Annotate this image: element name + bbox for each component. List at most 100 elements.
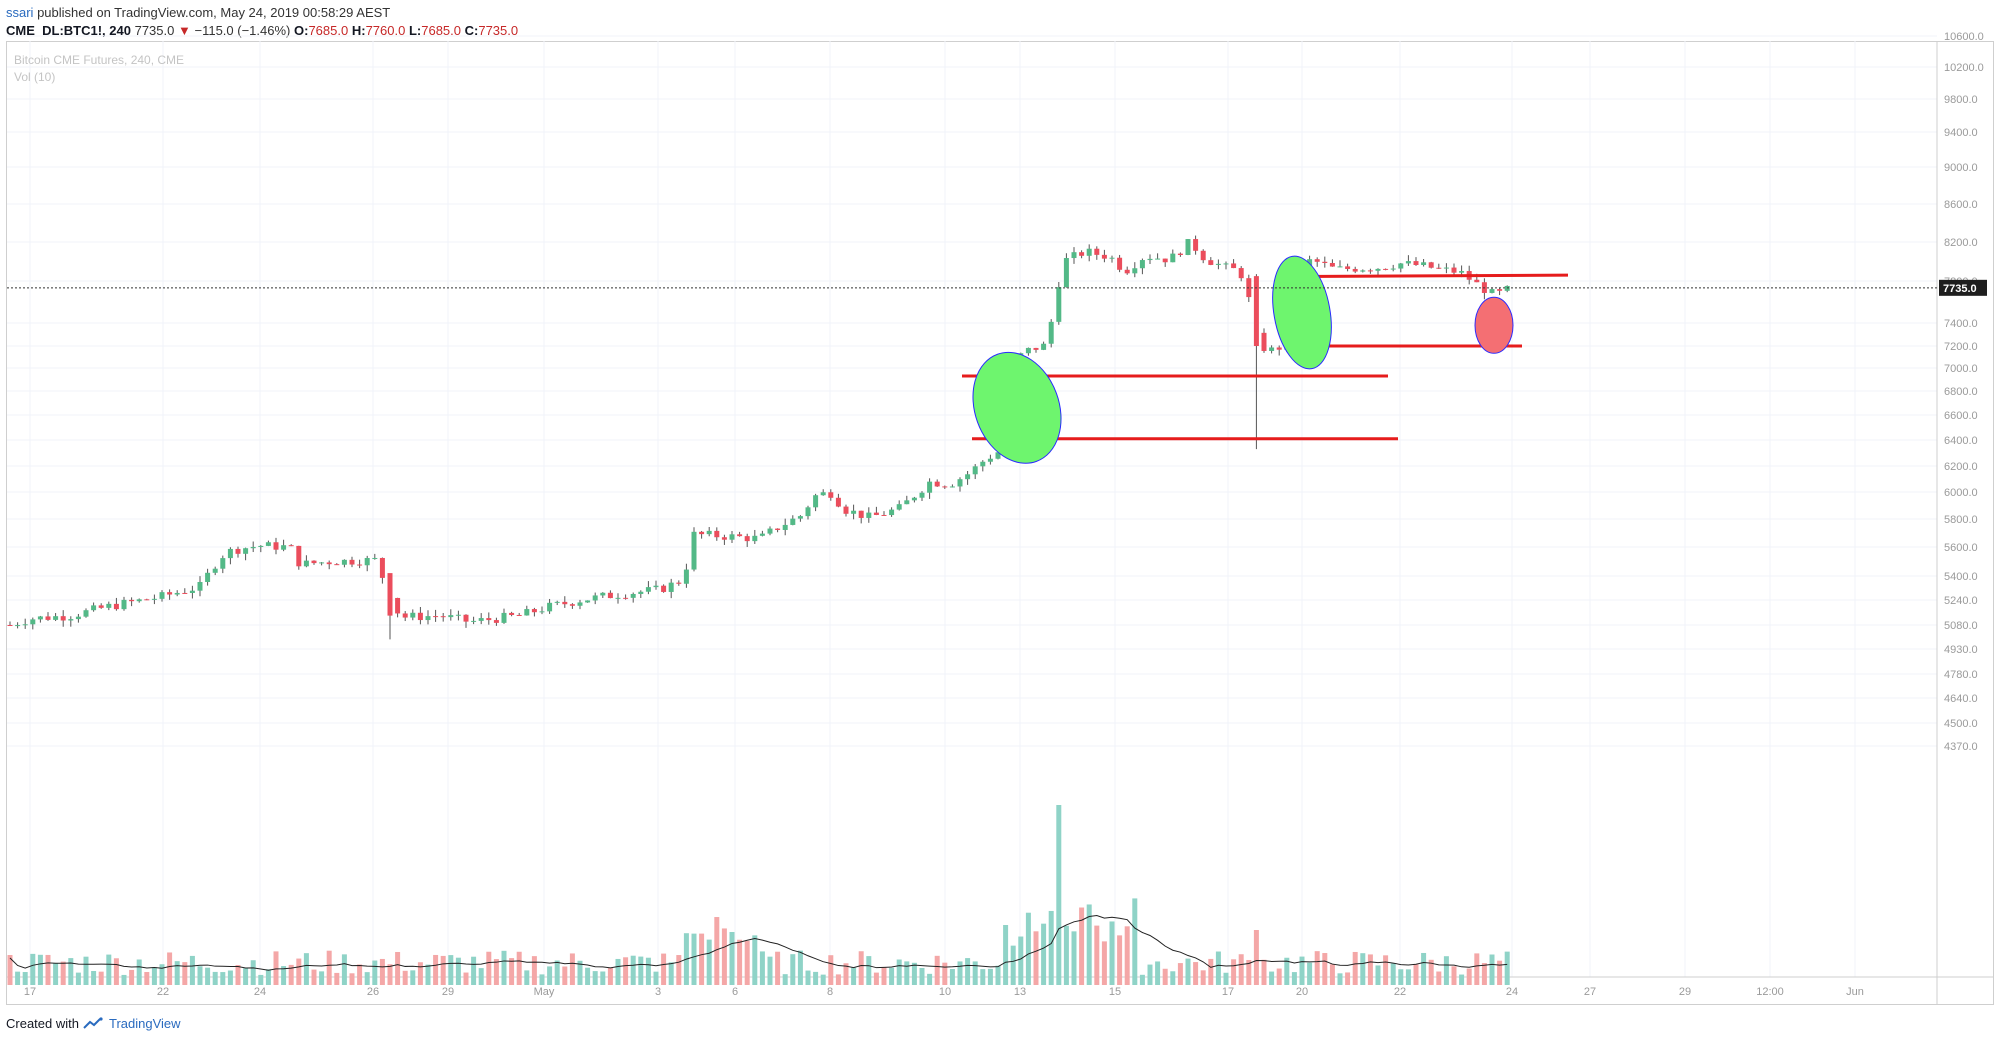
candle-body <box>1231 263 1237 269</box>
volume-bar <box>395 951 401 985</box>
candle-body <box>440 616 446 618</box>
volume-bar <box>668 962 674 985</box>
volume-bar <box>425 964 431 985</box>
candle-body <box>805 507 811 517</box>
volume-bar <box>417 962 423 985</box>
candle-body <box>790 518 796 525</box>
volume-bar <box>387 964 393 985</box>
x-tick-label: 8 <box>827 986 833 998</box>
volume-bar <box>691 933 697 985</box>
volume-bar <box>334 972 340 985</box>
ellipse-current-dip <box>1474 296 1514 354</box>
volume-bar <box>1003 924 1009 985</box>
volume-bar <box>1314 951 1320 985</box>
candle-body <box>501 612 507 623</box>
volume-bar <box>281 966 287 985</box>
volume-bar <box>767 956 773 985</box>
candle-body <box>1413 261 1419 265</box>
candle-body <box>706 530 712 535</box>
volume-bar <box>1101 941 1107 985</box>
candle-body <box>1139 260 1145 269</box>
volume-bar <box>1322 953 1328 985</box>
candle-body <box>174 592 180 595</box>
volume-bar <box>965 958 971 985</box>
candle-body <box>1094 248 1100 255</box>
candle-body <box>653 585 659 588</box>
volume-bar <box>91 970 97 985</box>
candle-body <box>417 612 423 621</box>
tradingview-logo-icon <box>83 1017 103 1029</box>
volume-bar <box>1132 898 1138 985</box>
candle-body <box>1405 261 1411 264</box>
y-tick-label: 8200.0 <box>1944 237 1978 249</box>
volume-bar <box>486 951 492 985</box>
volume-bar <box>911 962 917 985</box>
volume-bar <box>790 954 796 985</box>
candle-body <box>516 614 522 616</box>
candle-body <box>600 592 606 596</box>
close-label: C: <box>464 23 479 38</box>
candle-body <box>782 524 788 530</box>
x-tick-label: 26 <box>367 986 379 998</box>
volume-bar <box>471 956 477 985</box>
volume-bar <box>15 971 21 985</box>
volume-bar <box>159 964 165 985</box>
tradingview-brand-link[interactable]: TradingView <box>108 1016 181 1031</box>
candle-body <box>1428 262 1434 268</box>
candle-body <box>866 512 872 518</box>
candle-body <box>334 564 340 566</box>
candle-body <box>357 564 363 566</box>
candle-body <box>729 534 735 540</box>
candle-body <box>1345 266 1351 269</box>
candle-body <box>15 625 21 627</box>
volume-bar <box>121 974 127 985</box>
volume-bar <box>258 974 264 985</box>
volume-bar <box>661 953 667 985</box>
candle-body <box>1497 289 1503 291</box>
candle-body <box>896 504 902 510</box>
volume-bar <box>813 971 819 985</box>
candle-body <box>121 599 127 610</box>
volume-bar <box>554 960 560 985</box>
candle-body <box>75 616 81 620</box>
publisher-username[interactable]: ssari <box>6 5 34 20</box>
y-tick-label: 8600.0 <box>1944 199 1978 211</box>
candle-body <box>1215 263 1221 265</box>
candle-body <box>1276 347 1282 350</box>
volume-bar <box>235 965 241 985</box>
volume-bar <box>828 955 834 985</box>
candle-body <box>1261 332 1267 351</box>
candle-body <box>828 492 834 498</box>
volume-bar <box>1079 907 1085 985</box>
candle-body <box>106 603 112 608</box>
volume-bar <box>919 968 925 985</box>
volume-bar <box>1041 923 1047 985</box>
volume-bar <box>1504 951 1510 985</box>
candle-body <box>1079 252 1085 256</box>
candle-body <box>699 531 705 535</box>
volume-bar <box>858 951 864 985</box>
volume-bar <box>1177 963 1183 985</box>
candle-body <box>851 510 857 514</box>
volume-bar <box>1048 910 1054 985</box>
candle-body <box>524 609 530 616</box>
candle-body <box>972 466 978 475</box>
volume-bar <box>1307 962 1313 985</box>
candle-body <box>531 609 537 613</box>
volume-bar <box>1269 971 1275 985</box>
volume-bar <box>1398 969 1404 985</box>
candle-body <box>1086 248 1092 256</box>
x-tick-label: 6 <box>732 986 738 998</box>
volume-bar <box>752 935 758 985</box>
volume-bar <box>873 972 879 985</box>
candle-body <box>569 604 575 606</box>
volume-bar <box>721 928 727 985</box>
volume-bar <box>1109 921 1115 985</box>
candle-body <box>1155 258 1161 260</box>
candle-body <box>562 601 568 605</box>
candle-body <box>1421 262 1427 265</box>
volume-bar <box>1405 969 1411 985</box>
volume-bar <box>1155 961 1161 985</box>
publish-info: published on TradingView.com, May 24, 20… <box>33 5 391 20</box>
